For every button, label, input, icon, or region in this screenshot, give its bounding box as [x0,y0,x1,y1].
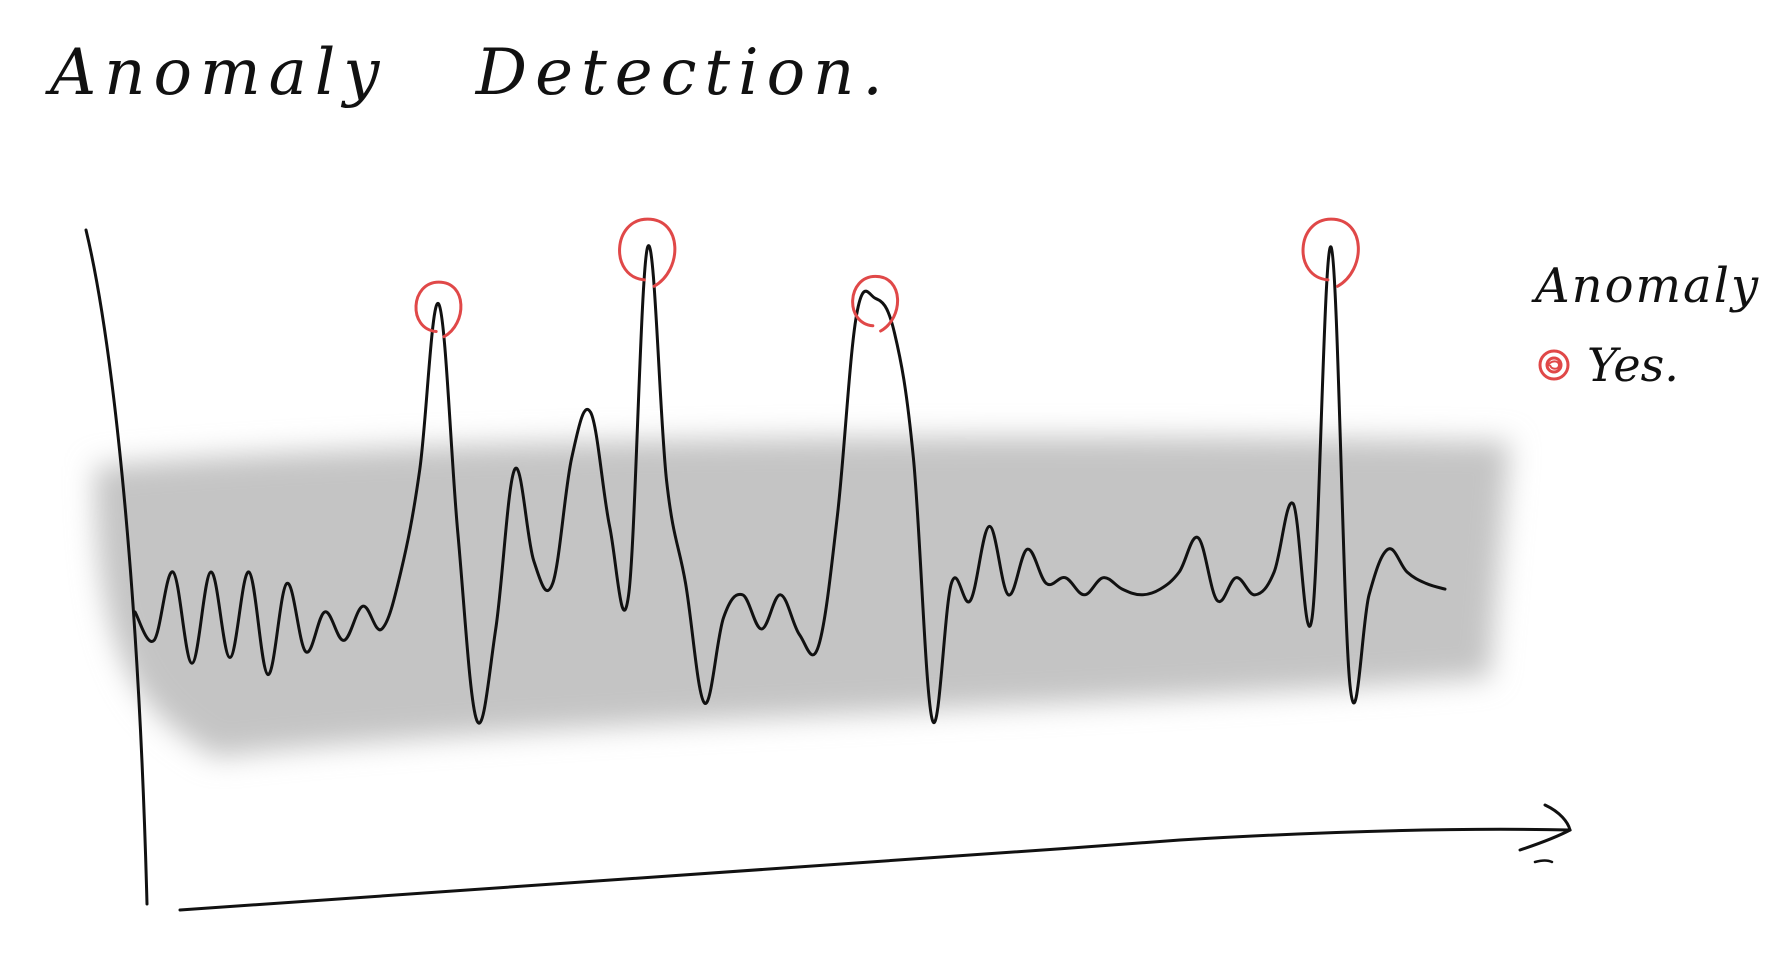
series-path [133,244,1447,725]
legend-label-yes: Yes. [1587,338,1679,392]
chart-title: Anomaly Detection. [50,36,891,110]
y-axis [84,228,149,906]
normal-band-shape [95,436,1510,758]
series-line [133,244,1447,725]
anomaly-circle [414,280,463,339]
anomaly-circle [618,217,677,288]
anomaly-markers [414,217,1360,339]
anomaly-circle [851,274,900,333]
legend-title: Anomaly [1535,258,1761,314]
anomaly-circle [1301,217,1360,288]
normal-range-band [95,436,1510,758]
x-axis [178,827,1572,912]
axes [84,228,1572,912]
x-axis-arrowhead [1518,803,1572,852]
legend: Anomaly Yes. [1535,258,1760,392]
x-axis-arrow-tick [1533,859,1554,864]
anomaly-marker-icon [1538,349,1570,381]
legend-item-yes: Yes. [1537,338,1760,392]
